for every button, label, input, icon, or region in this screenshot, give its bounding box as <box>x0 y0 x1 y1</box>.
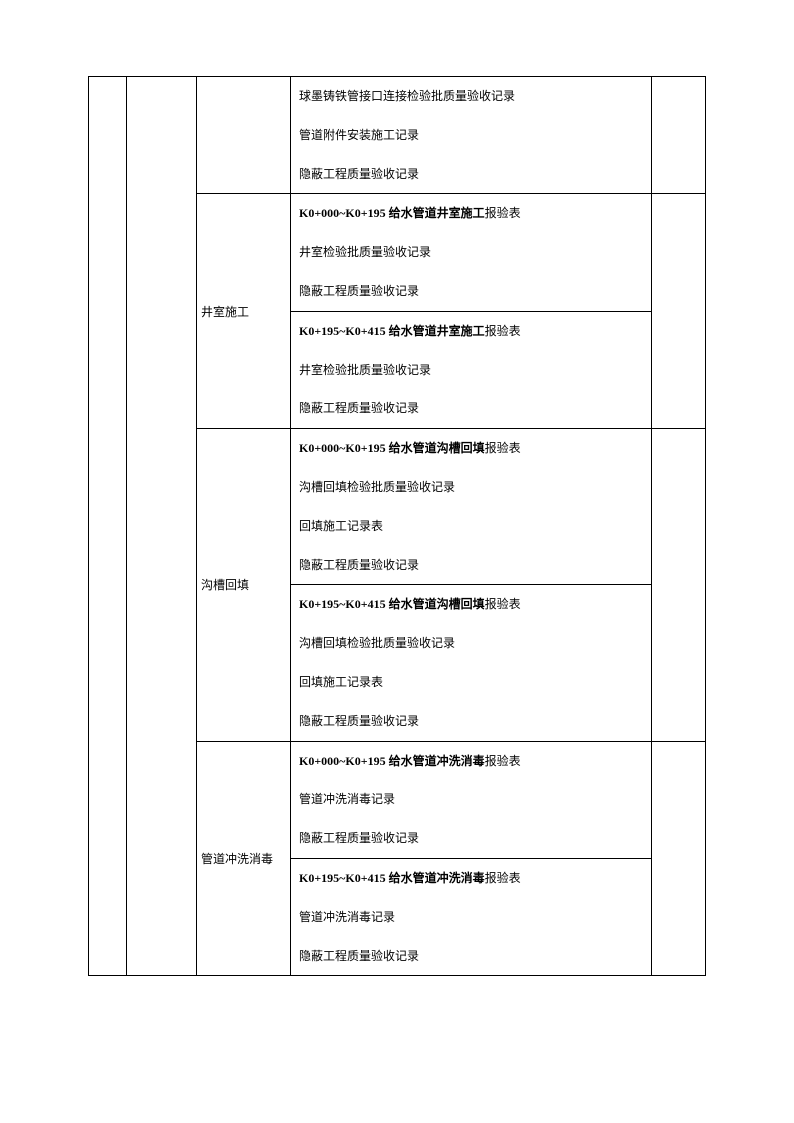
group-content: K0+000~K0+195 给水管道沟槽回填报验表沟槽回填检验批质量验收记录回填… <box>291 429 652 741</box>
group-content: 球墨铸铁管接口连接检验批质量验收记录管道附件安装施工记录隐蔽工程质量验收记录 <box>291 77 652 194</box>
construction-records-table: 球墨铸铁管接口连接检验批质量验收记录管道附件安装施工记录隐蔽工程质量验收记录井室… <box>88 76 706 976</box>
record-item: 回填施工记录表 <box>291 663 651 702</box>
right-spacer <box>652 194 706 429</box>
right-spacer <box>652 741 706 976</box>
group-label: 井室施工 <box>197 194 291 429</box>
left-spacer-2 <box>127 77 197 976</box>
record-item: 井室检验批质量验收记录 <box>291 233 651 272</box>
record-item-bold: K0+195~K0+415 给水管道冲洗消毒 <box>299 871 485 885</box>
record-item: 隐蔽工程质量验收记录 <box>291 819 651 859</box>
record-item: 回填施工记录表 <box>291 507 651 546</box>
record-item-bold: K0+195~K0+415 给水管道沟槽回填 <box>299 597 485 611</box>
right-spacer <box>652 77 706 194</box>
group-label: 沟槽回填 <box>197 429 291 741</box>
record-item-suffix: 报验表 <box>485 441 521 455</box>
group-content: K0+000~K0+195 给水管道冲洗消毒报验表管道冲洗消毒记录隐蔽工程质量验… <box>291 741 652 976</box>
record-item: 管道冲洗消毒记录 <box>291 780 651 819</box>
record-item-bold: K0+000~K0+195 给水管道冲洗消毒 <box>299 754 485 768</box>
record-item: 球墨铸铁管接口连接检验批质量验收记录 <box>291 77 651 116</box>
record-item: 管道附件安装施工记录 <box>291 116 651 155</box>
record-item: 隐蔽工程质量验收记录 <box>291 272 651 312</box>
record-item-suffix: 报验表 <box>485 324 521 338</box>
group-label <box>197 77 291 194</box>
record-item-suffix: 报验表 <box>485 206 521 220</box>
record-item: 沟槽回填检验批质量验收记录 <box>291 468 651 507</box>
record-item-suffix: 报验表 <box>485 871 521 885</box>
record-item: K0+195~K0+415 给水管道冲洗消毒报验表 <box>291 859 651 898</box>
record-item: 隐蔽工程质量验收记录 <box>291 155 651 194</box>
record-item: K0+195~K0+415 给水管道沟槽回填报验表 <box>291 585 651 624</box>
record-item: 管道冲洗消毒记录 <box>291 898 651 937</box>
record-item: K0+000~K0+195 给水管道井室施工报验表 <box>291 194 651 233</box>
left-spacer-1 <box>89 77 127 976</box>
record-item: K0+195~K0+415 给水管道井室施工报验表 <box>291 312 651 351</box>
record-item: 隐蔽工程质量验收记录 <box>291 702 651 741</box>
group-label: 管道冲洗消毒 <box>197 741 291 976</box>
right-spacer <box>652 429 706 741</box>
record-item-bold: K0+195~K0+415 给水管道井室施工 <box>299 324 485 338</box>
record-item-bold: K0+000~K0+195 给水管道井室施工 <box>299 206 485 220</box>
record-item: 井室检验批质量验收记录 <box>291 351 651 390</box>
record-item: 隐蔽工程质量验收记录 <box>291 937 651 976</box>
record-item: K0+000~K0+195 给水管道冲洗消毒报验表 <box>291 742 651 781</box>
record-item: 隐蔽工程质量验收记录 <box>291 389 651 428</box>
record-item: K0+000~K0+195 给水管道沟槽回填报验表 <box>291 429 651 468</box>
record-item: 隐蔽工程质量验收记录 <box>291 546 651 586</box>
group-content: K0+000~K0+195 给水管道井室施工报验表井室检验批质量验收记录隐蔽工程… <box>291 194 652 429</box>
record-item: 沟槽回填检验批质量验收记录 <box>291 624 651 663</box>
record-item-bold: K0+000~K0+195 给水管道沟槽回填 <box>299 441 485 455</box>
record-item-suffix: 报验表 <box>485 754 521 768</box>
record-item-suffix: 报验表 <box>485 597 521 611</box>
